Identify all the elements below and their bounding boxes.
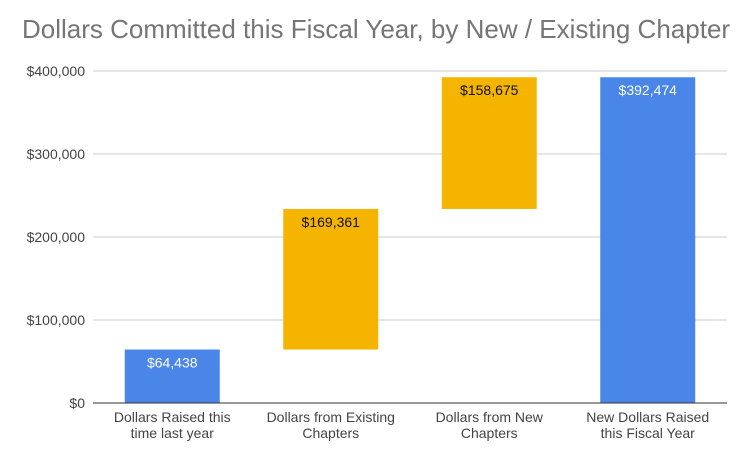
x-tick-label: this Fiscal Year bbox=[601, 425, 695, 441]
x-tick-label: New Dollars Raised bbox=[586, 409, 709, 425]
x-tick-label: time last year bbox=[131, 425, 215, 441]
data-label: $158,675 bbox=[460, 82, 519, 98]
x-tick-label: Dollars from New bbox=[436, 409, 544, 425]
chart-title: Dollars Committed this Fiscal Year, by N… bbox=[22, 14, 731, 44]
bar bbox=[283, 208, 379, 350]
data-label: $169,361 bbox=[302, 214, 361, 230]
y-tick-label: $400,000 bbox=[27, 63, 86, 79]
x-tick-label: Chapters bbox=[302, 425, 359, 441]
y-tick-label: $0 bbox=[69, 395, 85, 411]
y-tick-label: $100,000 bbox=[27, 312, 86, 328]
bar bbox=[124, 349, 220, 403]
y-tick-label: $300,000 bbox=[27, 146, 86, 162]
x-tick-label: Dollars from Existing bbox=[267, 409, 395, 425]
bar bbox=[441, 77, 537, 209]
data-label: $64,438 bbox=[147, 355, 198, 371]
bar bbox=[600, 77, 696, 403]
y-tick-label: $200,000 bbox=[27, 229, 86, 245]
x-tick-label: Chapters bbox=[461, 425, 518, 441]
data-label: $392,474 bbox=[619, 82, 678, 98]
x-tick-label: Dollars Raised this bbox=[114, 409, 231, 425]
